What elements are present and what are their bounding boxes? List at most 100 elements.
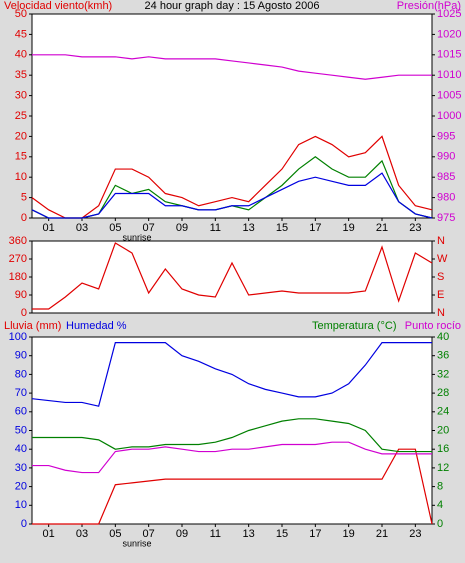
y2-tick-label: 0 bbox=[437, 518, 443, 530]
x-tick-label: 07 bbox=[143, 528, 155, 540]
series-line bbox=[31, 172, 433, 219]
y-tick-label: 10 bbox=[15, 499, 27, 511]
y2-tick-label: S bbox=[437, 271, 444, 283]
y2-tick-label: 1015 bbox=[437, 49, 461, 61]
series-line bbox=[32, 418, 432, 453]
y-tick-label: 360 bbox=[9, 235, 27, 247]
x-tick-label: 05 bbox=[109, 528, 121, 540]
y2-tick-label: 8 bbox=[437, 481, 443, 493]
x-tick-label: 19 bbox=[343, 528, 355, 540]
series-line bbox=[31, 342, 432, 407]
series-line bbox=[32, 441, 432, 474]
axis-label: Humedad % bbox=[66, 320, 127, 332]
y2-tick-label: 985 bbox=[437, 171, 455, 183]
y2-tick-label: 40 bbox=[437, 331, 449, 343]
y-tick-label: 40 bbox=[15, 443, 27, 455]
y2-tick-label: 990 bbox=[437, 151, 455, 163]
x-tick-label: 21 bbox=[376, 222, 388, 234]
annotation: sunrise bbox=[122, 232, 151, 242]
y-tick-label: 30 bbox=[15, 90, 27, 102]
y-tick-label: 40 bbox=[15, 49, 27, 61]
y2-tick-label: 36 bbox=[437, 350, 449, 362]
y-tick-label: 0 bbox=[21, 212, 27, 224]
x-tick-label: 17 bbox=[309, 528, 321, 540]
y2-tick-label: E bbox=[437, 289, 444, 301]
x-tick-label: 01 bbox=[43, 222, 55, 234]
y2-tick-label: N bbox=[437, 235, 445, 247]
y2-tick-label: W bbox=[437, 253, 448, 265]
y2-tick-label: 995 bbox=[437, 130, 455, 142]
y-tick-label: 70 bbox=[15, 387, 27, 399]
axis-label: Velocidad viento(kmh) bbox=[4, 0, 112, 12]
x-tick-label: 11 bbox=[210, 222, 221, 234]
x-tick-label: 09 bbox=[176, 222, 188, 234]
x-tick-label: 13 bbox=[243, 222, 255, 234]
y2-tick-label: 28 bbox=[437, 387, 449, 399]
y2-tick-label: 1000 bbox=[437, 110, 461, 122]
y2-tick-label: 1025 bbox=[437, 8, 461, 20]
x-tick-label: 13 bbox=[243, 528, 255, 540]
y2-tick-label: 980 bbox=[437, 192, 455, 204]
y-tick-label: 15 bbox=[15, 151, 27, 163]
y-tick-label: 100 bbox=[9, 331, 27, 343]
y-tick-label: 30 bbox=[15, 462, 27, 474]
y2-tick-label: 32 bbox=[437, 368, 449, 380]
y2-tick-label: 20 bbox=[437, 424, 449, 436]
y2-tick-label: N bbox=[437, 307, 445, 319]
y2-tick-label: 12 bbox=[437, 462, 449, 474]
axis-label: Lluvia (mm) bbox=[4, 320, 61, 332]
y-tick-label: 80 bbox=[15, 368, 27, 380]
x-tick-label: 11 bbox=[210, 528, 221, 540]
axis-label: Temperatura (°C) bbox=[312, 320, 396, 332]
y-tick-label: 45 bbox=[15, 28, 27, 40]
x-tick-label: 07 bbox=[143, 222, 155, 234]
y2-tick-label: 1010 bbox=[437, 69, 461, 81]
y2-tick-label: 4 bbox=[437, 499, 443, 511]
y2-tick-label: 1005 bbox=[437, 90, 461, 102]
y2-tick-label: 16 bbox=[437, 443, 449, 455]
y-tick-label: 60 bbox=[15, 406, 27, 418]
y-tick-label: 270 bbox=[9, 253, 27, 265]
axis-label: Presión(hPa) bbox=[397, 0, 461, 12]
series-line bbox=[32, 54, 432, 80]
plot-area bbox=[31, 336, 433, 525]
y-tick-label: 10 bbox=[15, 171, 27, 183]
x-tick-label: 21 bbox=[376, 528, 388, 540]
y-tick-label: 180 bbox=[9, 271, 27, 283]
plot-area bbox=[31, 13, 433, 219]
y-tick-label: 0 bbox=[21, 518, 27, 530]
x-tick-label: 05 bbox=[109, 222, 121, 234]
x-tick-label: 17 bbox=[309, 222, 321, 234]
series-line bbox=[32, 242, 433, 310]
series-line bbox=[31, 135, 433, 219]
x-tick-label: 03 bbox=[76, 222, 88, 234]
y-tick-label: 20 bbox=[15, 481, 27, 493]
x-tick-label: 19 bbox=[343, 222, 355, 234]
y-tick-label: 25 bbox=[15, 110, 27, 122]
annotation: sunrise bbox=[122, 538, 151, 548]
y-tick-label: 90 bbox=[15, 289, 27, 301]
y2-tick-label: 975 bbox=[437, 212, 455, 224]
x-tick-label: 15 bbox=[276, 222, 288, 234]
x-tick-label: 03 bbox=[76, 528, 88, 540]
y-tick-label: 35 bbox=[15, 69, 27, 81]
x-tick-label: 01 bbox=[43, 528, 55, 540]
y-tick-label: 50 bbox=[15, 424, 27, 436]
plot-area bbox=[31, 240, 433, 314]
y-tick-label: 50 bbox=[15, 8, 27, 20]
chart-title: 24 hour graph day : 15 Agosto 2006 bbox=[145, 0, 320, 12]
series-line bbox=[32, 448, 433, 525]
y-tick-label: 5 bbox=[21, 192, 27, 204]
y-tick-label: 20 bbox=[15, 130, 27, 142]
x-tick-label: 23 bbox=[409, 528, 421, 540]
axis-label: Punto rocío bbox=[405, 320, 461, 332]
y-tick-label: 90 bbox=[15, 350, 27, 362]
y-tick-label: 0 bbox=[21, 307, 27, 319]
y2-tick-label: 1020 bbox=[437, 28, 461, 40]
x-tick-label: 15 bbox=[276, 528, 288, 540]
y2-tick-label: 24 bbox=[437, 406, 449, 418]
x-tick-label: 09 bbox=[176, 528, 188, 540]
x-tick-label: 23 bbox=[409, 222, 421, 234]
